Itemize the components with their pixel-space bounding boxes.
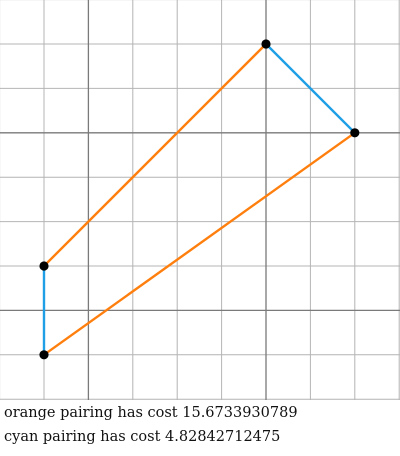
orange-edge-B-D (42, 131, 356, 356)
graph-canvas (0, 0, 400, 400)
cyan-edge-A-B (264, 42, 356, 135)
graph-point-B (350, 128, 360, 138)
graph-point-A (261, 39, 271, 49)
orange-pairing-edges (42, 42, 356, 356)
graph-points (39, 39, 360, 360)
grid-minor-lines (0, 0, 400, 400)
pairing-graph (0, 0, 400, 400)
graph-point-D (39, 350, 49, 360)
orange-edge-A-C (42, 42, 268, 268)
cyan-pairing-caption: cyan pairing has cost 4.82842712475 (4, 429, 281, 445)
orange-pairing-caption: orange pairing has cost 15.6733930789 (4, 405, 298, 421)
grid-major-lines (0, 0, 400, 400)
cyan-pairing-edges (42, 42, 356, 356)
graph-point-C (39, 261, 49, 271)
